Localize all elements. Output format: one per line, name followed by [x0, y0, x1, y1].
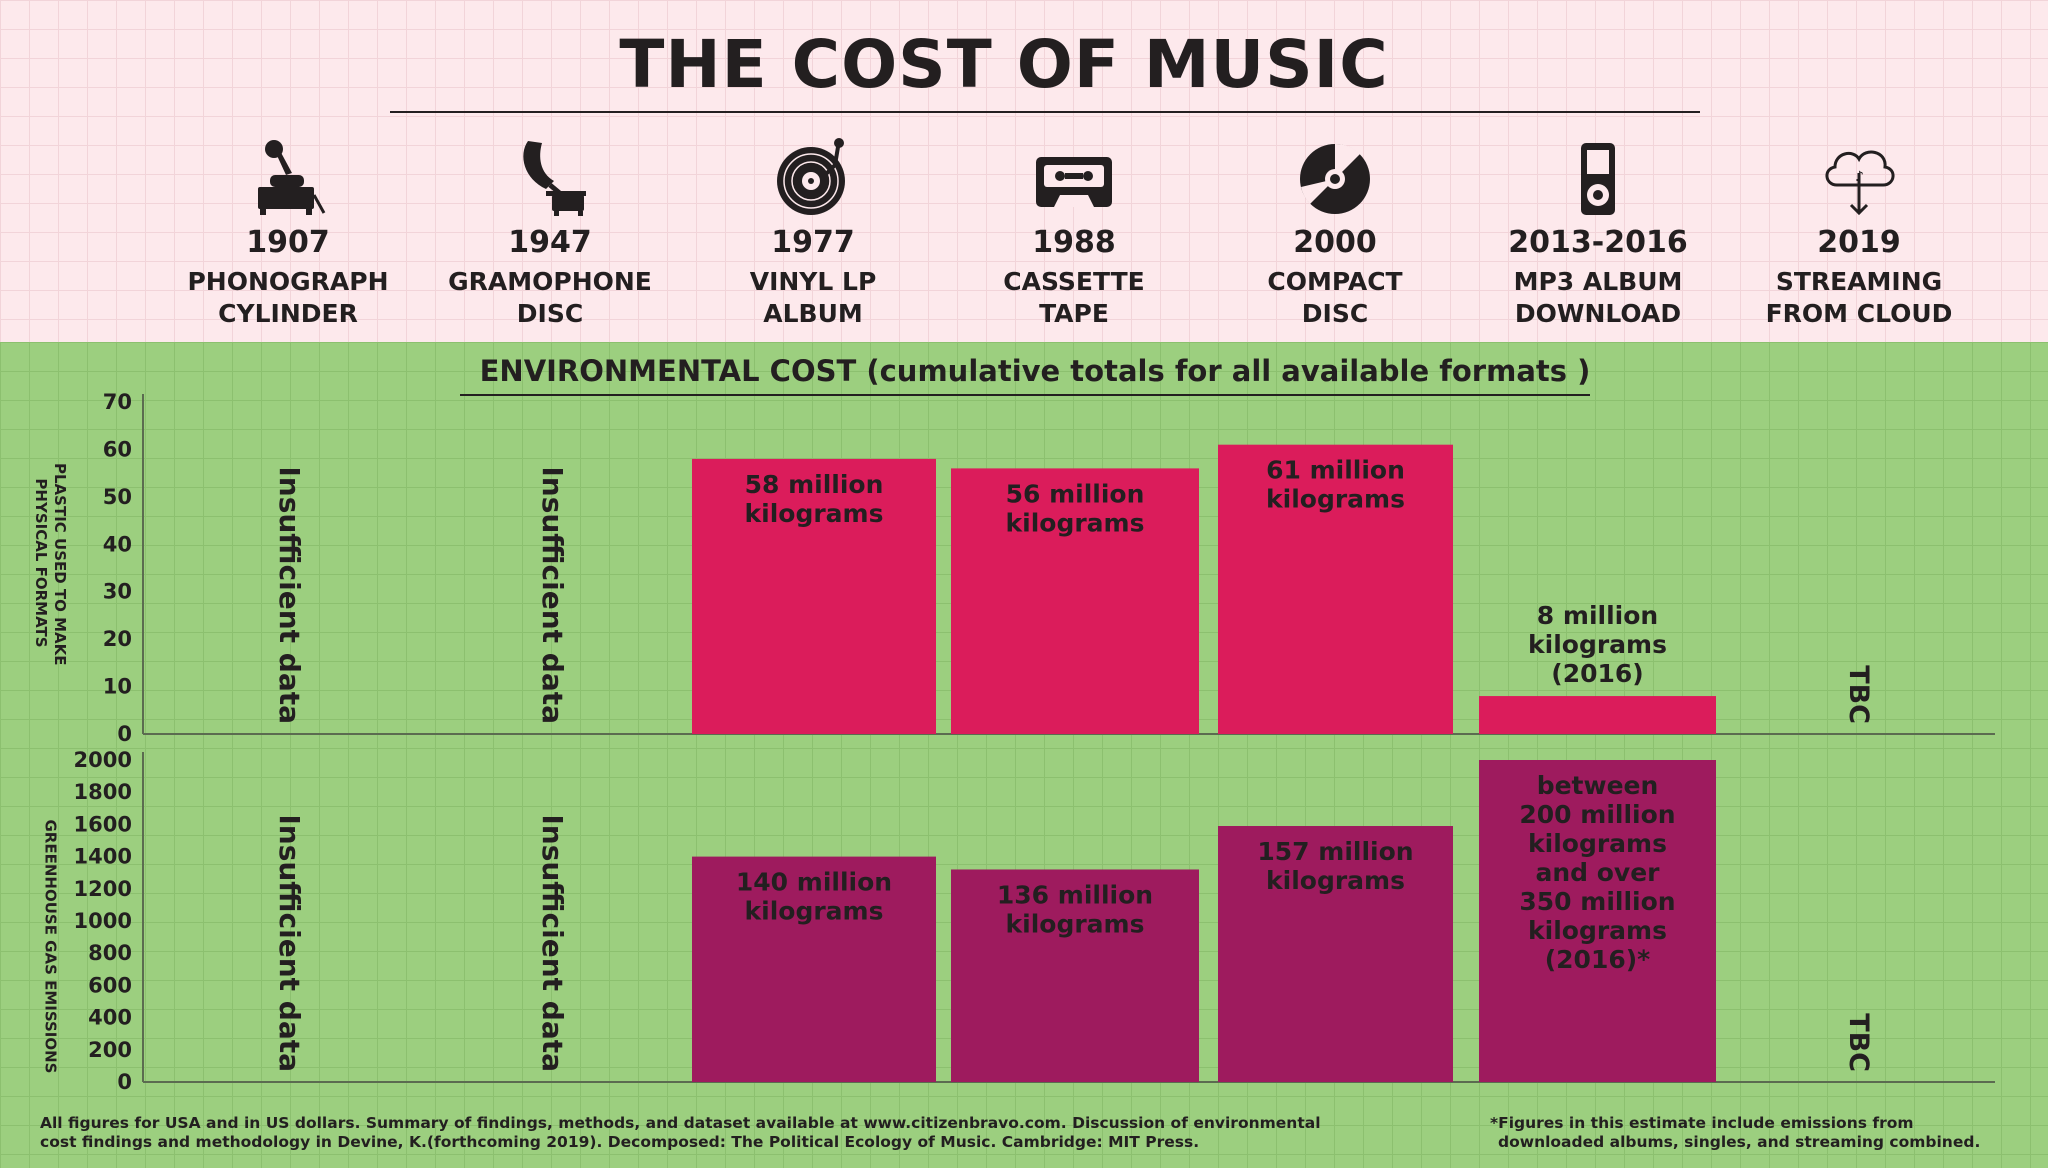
footnote-sources: All figures for USA and in US dollars. S… [40, 1114, 1321, 1151]
format-name: PHONOGRAPH [187, 267, 389, 296]
plastic-bar-label: kilograms [745, 499, 884, 528]
format-name: MP3 ALBUM [1513, 267, 1683, 296]
format-name: DOWNLOAD [1514, 299, 1682, 328]
emissions-bar-label: kilograms [1266, 866, 1405, 895]
plastic-bar-label: 61 million [1266, 456, 1405, 485]
format-name: DISC [516, 299, 584, 328]
format-name: DISC [1301, 299, 1369, 328]
emissions-bar-label: 200 million [1519, 800, 1675, 829]
format-gramophone: 1947 GRAMOPHONE DISC [425, 135, 675, 330]
plastic-tick-label: 0 [117, 722, 132, 746]
plastic-insufficient-data-label: Insufficient data [536, 466, 569, 724]
format-name: CASSETTE [1003, 267, 1145, 296]
format-name: ALBUM [763, 299, 863, 328]
emissions-bar-label: kilograms [745, 897, 884, 926]
emissions-tick-label: 0 [117, 1070, 132, 1094]
emissions-bar-label: kilograms [1528, 916, 1667, 945]
plastic-tick-label: 40 [103, 532, 132, 556]
emissions-tbc-label: TBC [1843, 1013, 1874, 1072]
emissions-bar-label: 140 million [736, 868, 892, 897]
format-cd: 2000 COMPACT DISC [1210, 135, 1460, 330]
plastic-bar [1218, 444, 1453, 734]
page-title: THE COST OF MUSIC [619, 26, 1389, 103]
title-divider [390, 111, 1700, 113]
plastic-tick-label: 60 [103, 437, 132, 461]
emissions-tick-label: 2000 [74, 748, 132, 772]
format-streaming: ♪ 2019 STREAMING FROM CLOUD [1734, 135, 1984, 330]
format-year: 1907 [246, 225, 330, 260]
cassette-icon [949, 135, 1199, 219]
emissions-bar [1479, 760, 1716, 1082]
emissions-bar [692, 856, 936, 1082]
cd-icon [1210, 135, 1460, 219]
emissions-insufficient-data-label: Insufficient data [536, 814, 569, 1072]
plastic-tick-label: 10 [103, 675, 132, 699]
plastic-bar-label: (2016) [1551, 659, 1643, 688]
svg-text:♪: ♪ [1855, 169, 1864, 185]
header-panel [0, 0, 2048, 342]
plastic-bar-label: kilograms [1006, 508, 1145, 537]
format-name: GRAMOPHONE [448, 267, 652, 296]
emissions-tick-label: 200 [88, 1038, 132, 1062]
emissions-bar-label: (2016)* [1545, 945, 1651, 974]
emissions-bar-label: kilograms [1528, 829, 1667, 858]
gramophone-icon [425, 135, 675, 219]
format-mp3: 2013-2016 MP3 ALBUM DOWNLOAD [1473, 135, 1723, 330]
format-year: 1947 [508, 225, 592, 260]
plastic-tick-label: 20 [103, 627, 132, 651]
phonograph-icon [163, 135, 413, 219]
emissions-tick-label: 800 [88, 941, 132, 965]
plastic-bar [692, 458, 936, 734]
subtitle-divider [460, 394, 1590, 396]
plastic-bar-label: 56 million [1006, 479, 1145, 508]
emissions-bar [1218, 826, 1453, 1082]
plastic-insufficient-data-label: Insufficient data [273, 466, 306, 724]
format-vinyl: 1977 VINYL LP ALBUM [688, 135, 938, 330]
plastic-bar-label: kilograms [1266, 485, 1405, 514]
emissions-insufficient-data-label: Insufficient data [273, 814, 306, 1072]
plastic-bar [1479, 696, 1716, 734]
format-year: 2000 [1293, 225, 1377, 260]
emissions-bar-label: and over [1535, 858, 1660, 887]
emissions-tick-label: 1800 [74, 780, 132, 804]
emissions-tick-label: 600 [88, 973, 132, 997]
emissions-bar-label: between [1537, 771, 1659, 800]
emissions-tick-label: 1400 [74, 845, 132, 869]
format-year: 2019 [1817, 225, 1901, 260]
emissions-tick-label: 1600 [74, 812, 132, 836]
plastic-bar-label: 8 million [1537, 601, 1658, 630]
plastic-tick-label: 50 [103, 485, 132, 509]
cloud-download-icon: ♪ [1734, 135, 1984, 219]
plastic-tick-label: 70 [103, 390, 132, 414]
plastic-bar [951, 468, 1199, 734]
format-year: 1988 [1032, 225, 1116, 260]
emissions-tick-label: 1000 [74, 909, 132, 933]
mp3-player-icon [1473, 135, 1723, 219]
emissions-bar-label: 136 million [997, 880, 1153, 909]
emissions-bar-label: kilograms [1006, 909, 1145, 938]
plastic-tbc-label: TBC [1843, 665, 1874, 724]
plastic-bar-label: kilograms [1528, 630, 1667, 659]
format-name: TAPE [1039, 299, 1109, 328]
emissions-bar-label: 350 million [1519, 887, 1675, 916]
plastic-bar-label: 58 million [745, 470, 884, 499]
footnote-emissions: *Figures in this estimate include emissi… [1490, 1114, 1981, 1151]
format-name: STREAMING [1775, 267, 1943, 296]
format-year: 1977 [771, 225, 855, 260]
format-name: FROM CLOUD [1765, 299, 1953, 328]
format-year: 2013-2016 [1508, 225, 1688, 260]
emissions-tick-label: 400 [88, 1006, 132, 1030]
turntable-icon [688, 135, 938, 219]
format-phonograph: 1907 PHONOGRAPH CYLINDER [163, 135, 413, 330]
emissions-bar [951, 869, 1199, 1082]
plastic-tick-label: 30 [103, 580, 132, 604]
format-name: CYLINDER [218, 299, 358, 328]
format-cassette: 1988 CASSETTE TAPE [949, 135, 1199, 330]
chart-subtitle: ENVIRONMENTAL COST (cumulative totals fo… [479, 354, 1591, 388]
format-name: VINYL LP [749, 267, 877, 296]
emissions-tick-label: 1200 [74, 877, 132, 901]
format-name: COMPACT [1267, 267, 1403, 296]
emissions-bar-label: 157 million [1257, 837, 1413, 866]
